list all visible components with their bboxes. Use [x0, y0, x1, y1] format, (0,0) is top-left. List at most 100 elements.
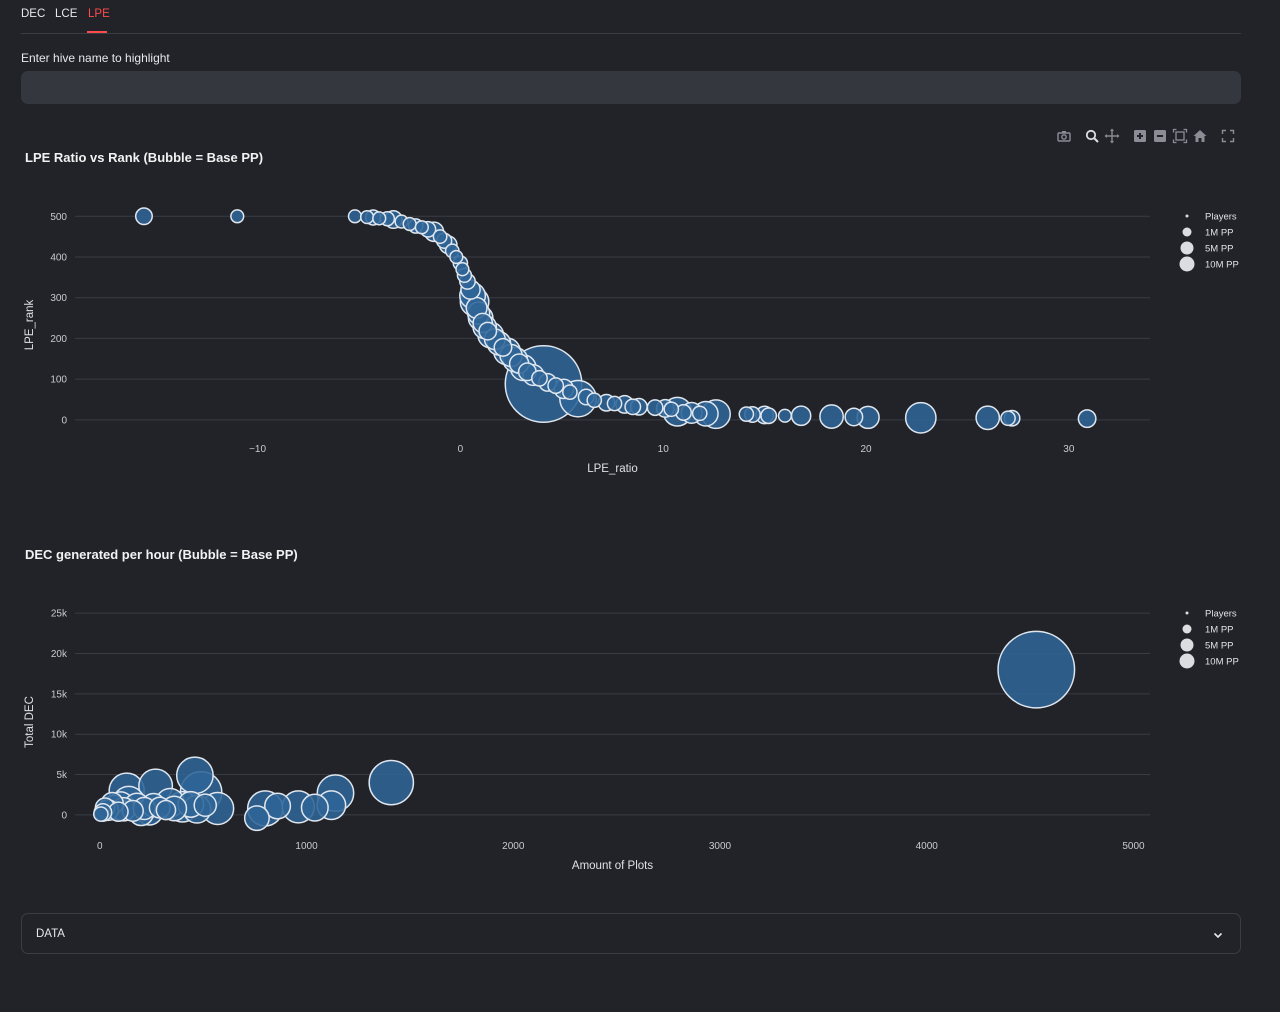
data-point: [155, 799, 177, 821]
data-point: [606, 395, 623, 412]
data-point: [562, 384, 578, 401]
data-point: [547, 377, 565, 395]
y-tick-label: 500: [50, 212, 67, 223]
legend-marker: [1185, 611, 1189, 615]
zoom-icon[interactable]: [1084, 128, 1100, 144]
data-point: [997, 630, 1076, 709]
hive-name-input[interactable]: [21, 71, 1241, 104]
y-tick-label: 25k: [51, 609, 68, 620]
data-point: [230, 209, 245, 224]
tab-lpe[interactable]: LPE: [88, 8, 110, 20]
data-point: [819, 404, 844, 429]
legend-label: 1M PP: [1205, 228, 1234, 239]
x-tick-label: 0: [97, 841, 103, 852]
legend-marker: [1179, 653, 1195, 669]
legend-marker: [1179, 256, 1195, 272]
data-point: [777, 408, 793, 423]
legend-marker: [1180, 241, 1194, 255]
data-point: [493, 337, 513, 357]
data-point: [449, 249, 464, 265]
y-tick-label: 0: [61, 810, 67, 821]
zoom-out-icon[interactable]: [1152, 128, 1168, 144]
y-tick-label: 300: [50, 293, 67, 304]
data-point: [243, 805, 270, 832]
autoscale-icon[interactable]: [1172, 128, 1188, 144]
pan-icon[interactable]: [1104, 128, 1120, 144]
y-tick-label: 10k: [51, 730, 68, 741]
x-tick-label: 4000: [916, 841, 939, 852]
legend-label: 5M PP: [1205, 244, 1234, 255]
data-point: [975, 405, 1001, 431]
legend-marker: [1180, 638, 1194, 652]
data-point: [432, 229, 448, 245]
chevron-down-icon: [1212, 928, 1224, 940]
camera-icon[interactable]: [1056, 128, 1072, 144]
y-tick-label: 0: [61, 415, 67, 426]
y-tick-label: 400: [50, 252, 67, 263]
data-point: [134, 207, 153, 226]
fullscreen-icon[interactable]: [1220, 128, 1236, 144]
y-tick-label: 200: [50, 334, 67, 345]
y-tick-label: 20k: [51, 649, 68, 660]
data-point: [264, 792, 292, 820]
data-point: [844, 407, 864, 427]
legend-label: 5M PP: [1205, 641, 1234, 652]
data-point: [368, 759, 415, 806]
data-expander[interactable]: DATA: [21, 913, 1241, 954]
legend-label: Players: [1205, 609, 1237, 620]
dec-chart-title: DEC generated per hour (Bubble = Base PP…: [25, 547, 298, 562]
data-point: [478, 321, 498, 341]
data-point: [402, 216, 417, 232]
y-tick-label: 100: [50, 375, 67, 386]
zoom-in-icon[interactable]: [1132, 128, 1148, 144]
data-point: [904, 401, 937, 434]
data-point: [414, 220, 429, 235]
legend-marker: [1182, 624, 1192, 634]
x-tick-label: 10: [658, 444, 670, 455]
legend-marker: [1185, 214, 1189, 218]
data-point: [790, 405, 812, 427]
dec-chart-plot[interactable]: 0 5k 10k 15k 20k 25k 0 1000 2000 3000 4000 5000 Amou…: [0, 537, 1280, 897]
legend-marker: [1182, 227, 1192, 237]
x-axis-title: Amount of Plots: [572, 860, 653, 872]
data-point: [586, 392, 603, 409]
tab-lce[interactable]: LCE: [55, 8, 78, 20]
data-point: [691, 405, 708, 422]
x-tick-label: 1000: [295, 841, 318, 852]
data-point: [624, 398, 642, 416]
dec-chart: DEC generated per hour (Bubble = Base PP…: [0, 537, 1280, 897]
data-point: [359, 209, 375, 225]
data-point: [1077, 409, 1097, 429]
y-axis-title: Total DEC: [24, 696, 36, 748]
active-tab-indicator: [87, 31, 107, 33]
lpe-chart-plot[interactable]: 0 100 200 300 400 500 −10 0 10 20 30 LPE_ratio LPE_r…: [0, 140, 1280, 500]
legend-label: 10M PP: [1205, 657, 1239, 668]
y-axis-title: LPE_rank: [24, 300, 36, 351]
data-point: [663, 401, 680, 418]
plot-modebar: [1056, 128, 1236, 144]
x-tick-label: 0: [458, 444, 464, 455]
data-point: [646, 399, 664, 417]
legend-label: 10M PP: [1205, 260, 1239, 271]
lpe-chart: LPE Ratio vs Rank (Bubble = Base PP) 0 10…: [0, 140, 1280, 500]
x-axis-title: LPE_ratio: [587, 463, 638, 475]
lpe-chart-title: LPE Ratio vs Rank (Bubble = Base PP): [25, 150, 264, 165]
x-tick-label: 2000: [502, 841, 525, 852]
data-point: [300, 793, 329, 822]
data-point: [193, 793, 218, 817]
data-point: [372, 211, 387, 226]
y-tick-label: 5k: [56, 770, 68, 781]
tab-dec[interactable]: DEC: [21, 8, 46, 20]
data-point: [760, 407, 778, 425]
home-icon[interactable]: [1192, 128, 1208, 144]
y-tick-label: 15k: [51, 689, 68, 700]
legend-label: 1M PP: [1205, 625, 1234, 636]
legend-label: Players: [1205, 212, 1237, 223]
data-point: [92, 806, 109, 822]
x-tick-label: 5000: [1122, 841, 1145, 852]
data-point: [347, 209, 363, 224]
highlight-label: Enter hive name to highlight: [21, 51, 170, 65]
data-point: [1000, 410, 1016, 427]
x-tick-label: 30: [1063, 444, 1075, 455]
x-tick-label: 20: [860, 444, 872, 455]
